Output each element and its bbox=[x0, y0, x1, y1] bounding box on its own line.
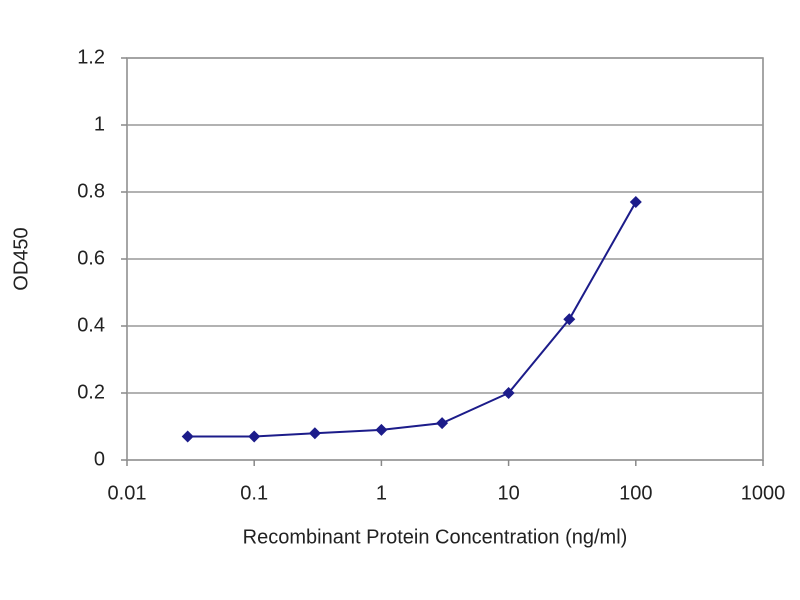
data-point bbox=[248, 430, 261, 443]
x-tick-label: 100 bbox=[619, 482, 652, 504]
x-tick-label: 1 bbox=[376, 482, 387, 504]
y-tick-label: 0.6 bbox=[77, 247, 105, 269]
data-point bbox=[502, 387, 515, 399]
y-tick-label: 0.4 bbox=[77, 314, 105, 336]
x-tick-label: 10 bbox=[497, 482, 519, 504]
data-point bbox=[181, 430, 194, 443]
y-tick-label: 1 bbox=[94, 113, 105, 135]
data-point bbox=[308, 427, 321, 440]
x-tick-label: 0.1 bbox=[240, 482, 268, 504]
y-tick-label: 0.2 bbox=[77, 381, 105, 403]
data-point bbox=[436, 417, 449, 430]
x-tick-label: 1000 bbox=[741, 482, 786, 504]
x-tick-label: 0.01 bbox=[108, 482, 147, 504]
y-tick-label: 0.8 bbox=[77, 180, 105, 202]
data-point bbox=[629, 196, 642, 209]
x-axis-label: Recombinant Protein Concentration (ng/ml… bbox=[243, 526, 628, 548]
data-point bbox=[563, 313, 576, 326]
series-line bbox=[187, 201, 637, 438]
data-point bbox=[375, 423, 388, 436]
y-tick-label: 1.2 bbox=[77, 46, 105, 68]
y-tick-label: 0 bbox=[94, 448, 105, 470]
y-axis-label: OD450 bbox=[10, 227, 32, 290]
